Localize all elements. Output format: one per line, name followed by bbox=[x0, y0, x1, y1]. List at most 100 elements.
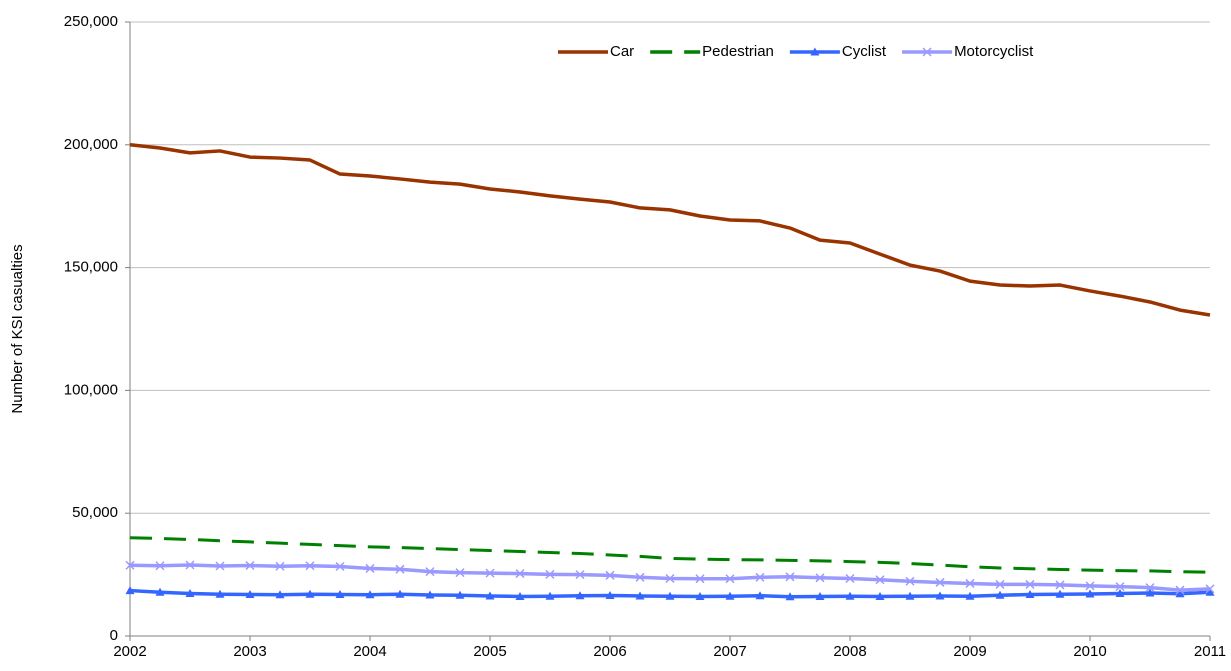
y-tick-label: 250,000 bbox=[64, 13, 118, 30]
point-marker bbox=[1115, 582, 1125, 592]
line-series bbox=[129, 143, 1211, 317]
point-marker bbox=[785, 572, 795, 582]
point-marker bbox=[1205, 587, 1215, 596]
point-marker bbox=[905, 591, 915, 600]
point-marker bbox=[635, 572, 645, 582]
point-marker bbox=[665, 573, 675, 584]
point-marker bbox=[995, 579, 1005, 589]
point-marker bbox=[335, 589, 345, 598]
point-marker bbox=[1025, 589, 1035, 598]
point-marker bbox=[1175, 585, 1185, 595]
point-marker bbox=[875, 575, 885, 585]
point-marker bbox=[245, 589, 255, 598]
point-marker bbox=[425, 590, 435, 599]
point-marker bbox=[1145, 588, 1155, 597]
point-marker bbox=[575, 591, 585, 600]
y-tick-label: 200,000 bbox=[64, 136, 118, 153]
point-marker bbox=[545, 569, 555, 579]
point-marker bbox=[125, 560, 135, 570]
point-marker bbox=[545, 591, 555, 600]
point-marker bbox=[455, 590, 465, 599]
point-marker bbox=[965, 591, 975, 600]
x-tick-label: 2002 bbox=[113, 643, 146, 660]
point-marker bbox=[695, 591, 705, 600]
point-marker bbox=[335, 561, 345, 572]
x-tick-label: 2008 bbox=[833, 643, 866, 660]
x-tick-label: 2010 bbox=[1073, 643, 1106, 660]
point-marker bbox=[605, 570, 615, 580]
point-marker bbox=[575, 570, 585, 580]
point-marker bbox=[995, 590, 1005, 599]
point-marker bbox=[485, 568, 495, 578]
point-marker bbox=[845, 591, 855, 600]
point-marker bbox=[935, 591, 945, 600]
point-marker bbox=[665, 591, 675, 600]
y-tick-label: 50,000 bbox=[72, 504, 118, 521]
point-marker bbox=[1115, 589, 1125, 598]
point-marker bbox=[425, 567, 435, 577]
x-tick-label: 2011 bbox=[1194, 643, 1226, 660]
y-tick-label: 0 bbox=[110, 627, 118, 644]
point-marker bbox=[155, 587, 165, 596]
point-marker bbox=[845, 573, 855, 584]
legend-label: Motorcyclist bbox=[954, 43, 1034, 60]
y-tick-label: 150,000 bbox=[64, 259, 118, 276]
point-marker bbox=[245, 560, 255, 571]
point-marker bbox=[725, 591, 735, 600]
point-marker bbox=[305, 589, 315, 598]
y-axis-label: Number of KSI casualties bbox=[9, 244, 26, 413]
point-marker bbox=[455, 568, 465, 578]
point-marker bbox=[605, 590, 615, 599]
x-tick-label: 2003 bbox=[233, 643, 266, 660]
line-series bbox=[129, 536, 1211, 574]
point-marker bbox=[275, 561, 285, 571]
point-marker bbox=[215, 561, 225, 571]
x-tick-label: 2009 bbox=[953, 643, 986, 660]
point-marker bbox=[905, 576, 915, 586]
point-marker bbox=[1175, 589, 1185, 598]
point-marker bbox=[815, 591, 825, 600]
legend-label: Cyclist bbox=[842, 43, 887, 60]
point-marker bbox=[1085, 589, 1095, 598]
point-marker bbox=[185, 560, 195, 570]
point-marker bbox=[755, 572, 765, 582]
point-marker bbox=[365, 590, 375, 599]
point-marker bbox=[695, 574, 705, 584]
point-marker bbox=[1205, 584, 1215, 594]
y-tick-label: 100,000 bbox=[64, 381, 118, 398]
legend-marker bbox=[922, 47, 932, 57]
point-marker bbox=[1055, 580, 1065, 590]
point-marker bbox=[815, 573, 825, 583]
legend-marker bbox=[810, 47, 820, 56]
point-marker bbox=[395, 589, 405, 598]
point-marker bbox=[485, 591, 495, 600]
point-marker bbox=[1025, 579, 1035, 589]
point-marker bbox=[965, 578, 975, 588]
x-tick-label: 2004 bbox=[353, 643, 386, 660]
point-marker bbox=[215, 589, 225, 598]
point-marker bbox=[755, 591, 765, 600]
point-marker bbox=[515, 569, 525, 579]
point-marker bbox=[725, 574, 735, 584]
point-marker bbox=[395, 564, 405, 574]
x-tick-label: 2007 bbox=[713, 643, 746, 660]
point-marker bbox=[1145, 583, 1155, 593]
legend-label: Pedestrian bbox=[702, 43, 774, 60]
point-marker bbox=[365, 563, 375, 573]
point-marker bbox=[635, 591, 645, 600]
legend: Car Pedestrian Cyclist Motorcyclist bbox=[558, 43, 1034, 60]
point-marker bbox=[125, 586, 135, 595]
point-marker bbox=[935, 577, 945, 587]
point-marker bbox=[1085, 581, 1095, 591]
x-tick-label: 2006 bbox=[593, 643, 626, 660]
point-marker bbox=[185, 589, 195, 598]
point-marker bbox=[515, 591, 525, 600]
point-marker bbox=[875, 591, 885, 600]
point-marker bbox=[785, 592, 795, 601]
point-marker bbox=[305, 561, 315, 571]
legend-label: Car bbox=[610, 43, 634, 60]
point-marker bbox=[1055, 589, 1065, 598]
point-marker bbox=[275, 590, 285, 599]
x-tick-label: 2005 bbox=[473, 643, 506, 660]
